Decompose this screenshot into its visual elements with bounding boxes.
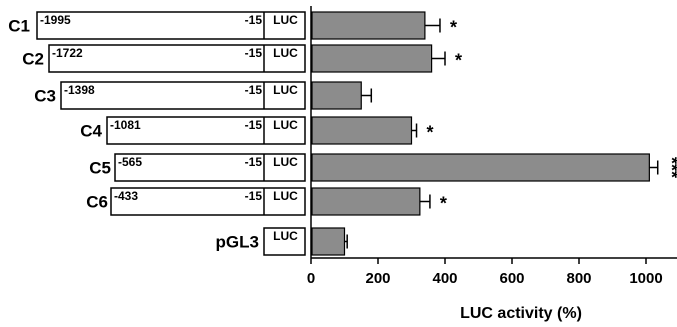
x-tick-label: 200 [365,270,390,287]
construct-label: pGL3 [216,233,259,252]
promoter-start-position: -433 [114,189,138,203]
promoter-box [60,81,306,110]
promoter-end-position: -15 [245,189,263,203]
activity-bar [311,116,413,145]
x-axis-label: LUC activity (%) [460,305,582,322]
construct-label: C4 [80,122,102,141]
x-tick-label: 1000 [629,270,662,287]
activity-bar [311,44,433,73]
promoter-box [48,44,306,73]
luc-reporter-label: LUC [273,189,298,203]
significance-marker: *** [662,157,677,178]
promoter-end-position: -15 [245,46,263,60]
promoter-end-position: -15 [245,83,263,97]
promoter-box [114,153,306,182]
promoter-start-position: -1995 [40,13,71,27]
x-tick-label: 600 [499,270,524,287]
luc-reporter-label: LUC [273,118,298,132]
x-tick-label: 800 [566,270,591,287]
promoter-start-position: -565 [118,155,142,169]
promoter-constructs: C1 -1995 -15 LUC C2 -1722 -15 LUC C3 -1398 -15 LUC C… [8,11,306,256]
luc-reporter-label: LUC [273,46,298,60]
promoter-start-position: -1722 [52,46,83,60]
construct-label: C5 [89,159,111,178]
construct-label: C2 [22,50,44,69]
construct-label: C3 [34,87,56,106]
promoter-end-position: -15 [245,13,263,27]
construct-label: C1 [8,17,30,36]
promoter-end-position: -15 [245,118,263,132]
construct-label: C6 [86,193,108,212]
activity-bar [311,187,421,216]
significance-marker: * [427,123,434,143]
luc-reporter-label: LUC [273,13,298,27]
promoter-box [110,187,306,216]
significance-marker: * [450,18,457,38]
activity-bar [311,81,362,110]
x-axis: 0 200 400 600 800 1000 [307,6,677,287]
promoter-end-position: -15 [245,155,263,169]
x-tick-label: 400 [432,270,457,287]
promoter-start-position: -1081 [110,118,141,132]
significance-marker: * [440,194,447,214]
promoter-box [36,11,306,40]
x-tick-label: 0 [307,270,315,287]
significance-marker: * [455,51,462,71]
activity-bar [311,11,426,40]
luc-reporter-label: LUC [273,83,298,97]
bar-area: ******* [311,11,677,256]
activity-bar [311,227,346,256]
luc-reporter-label: LUC [273,229,298,243]
luc-reporter-label: LUC [273,155,298,169]
promoter-box [263,227,306,256]
activity-bar [311,153,650,182]
promoter-start-position: -1398 [64,83,95,97]
promoter-box [106,116,306,145]
